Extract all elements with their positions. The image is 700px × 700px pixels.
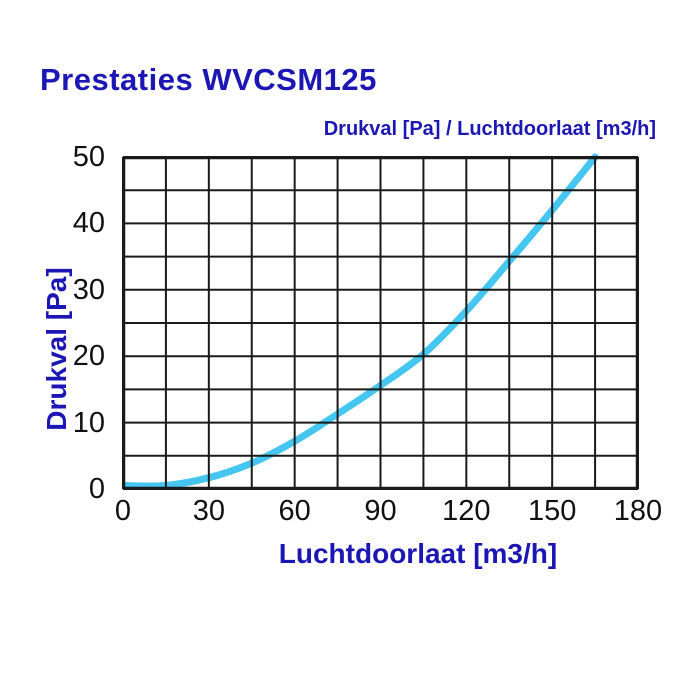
x-axis-label: Luchtdoorlaat [m3/h] [278,538,558,569]
x-tick-label: 120 [442,495,491,527]
x-tick-label: 30 [192,495,225,527]
page-title: Prestaties WVCSM125 [40,62,377,97]
y-tick-label: 50 [72,141,105,173]
y-tick-label: 20 [72,340,105,373]
x-tick-label: 150 [527,495,577,527]
x-tick-label: 0 [114,495,132,527]
chart-canvas [122,153,639,490]
x-tick-label: 90 [364,495,397,527]
chart-subtitle: Drukval [Pa] / Luchtdoorlaat [m3/h] [323,118,656,140]
x-tick-label: 60 [278,495,311,527]
y-tick-label: 40 [72,207,105,240]
y-tick-label: 0 [88,473,105,505]
pressure-drop-curve [122,153,599,490]
y-tick-label: 10 [72,406,105,439]
grid-lines [122,156,639,490]
x-tick-label: 180 [613,495,663,527]
plot-area [122,153,639,490]
y-tick-label: 30 [72,273,105,306]
plot-border [122,156,639,490]
